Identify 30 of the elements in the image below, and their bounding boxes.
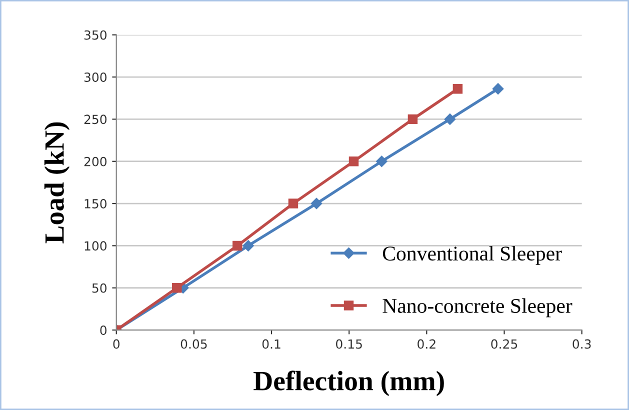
x-tick-label: 0.25 xyxy=(491,339,518,349)
point xyxy=(452,84,463,94)
x-axis-title: Deflection (mm) xyxy=(254,370,444,396)
y-axis-title: Load (kN) xyxy=(44,122,70,244)
y-tick-label: 50 xyxy=(92,283,107,293)
y-tick-label: 350 xyxy=(84,30,107,40)
x-tick-label: 0.3 xyxy=(572,339,591,349)
x-tick-label: 0.1 xyxy=(262,339,280,349)
legend-label: Nano-concrete Sleeper xyxy=(382,298,572,318)
y-tick-label: 250 xyxy=(84,114,107,124)
point xyxy=(232,240,242,251)
point xyxy=(376,156,388,167)
x-tick-label: 0.05 xyxy=(180,339,207,349)
point xyxy=(172,283,182,293)
point xyxy=(408,114,418,124)
y-tick-label: 0 xyxy=(100,326,107,335)
y-tick-label: 300 xyxy=(84,72,107,82)
y-tick-label: 150 xyxy=(84,199,107,208)
x-tick-label: 0.2 xyxy=(418,339,436,349)
point xyxy=(242,240,254,252)
point xyxy=(444,114,456,125)
y-tick-label: 200 xyxy=(84,156,107,166)
point xyxy=(288,198,298,208)
x-tick-label: 0.15 xyxy=(336,339,362,349)
y-tick-label: 100 xyxy=(84,241,107,251)
legend-label: Conventional Sleeper xyxy=(382,246,562,265)
x-tick-label: 0 xyxy=(113,339,120,349)
point xyxy=(348,156,359,166)
point xyxy=(492,83,504,94)
point xyxy=(310,198,322,210)
